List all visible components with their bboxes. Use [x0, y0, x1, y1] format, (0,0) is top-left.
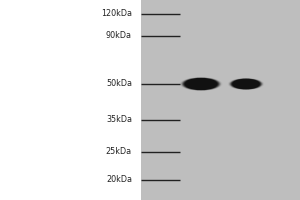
Ellipse shape	[229, 78, 263, 90]
Ellipse shape	[235, 81, 247, 85]
Ellipse shape	[182, 78, 220, 90]
Ellipse shape	[233, 79, 259, 89]
Text: 25kDa: 25kDa	[106, 148, 132, 156]
Ellipse shape	[186, 80, 201, 85]
Ellipse shape	[181, 77, 221, 91]
Ellipse shape	[185, 78, 217, 90]
Text: 120kDa: 120kDa	[101, 9, 132, 19]
Ellipse shape	[185, 78, 217, 90]
Ellipse shape	[184, 78, 218, 90]
Ellipse shape	[232, 79, 260, 89]
Ellipse shape	[182, 78, 220, 90]
Ellipse shape	[183, 78, 219, 90]
Ellipse shape	[229, 78, 263, 90]
Text: 50kDa: 50kDa	[106, 79, 132, 88]
Ellipse shape	[232, 79, 260, 89]
Text: 35kDa: 35kDa	[106, 116, 132, 124]
Ellipse shape	[186, 78, 216, 90]
Bar	[141, 0, 300, 200]
Ellipse shape	[230, 78, 262, 90]
Text: 20kDa: 20kDa	[106, 176, 132, 184]
Ellipse shape	[180, 77, 222, 91]
Bar	[0, 0, 141, 200]
Ellipse shape	[231, 79, 261, 89]
Ellipse shape	[231, 79, 261, 89]
Ellipse shape	[233, 79, 259, 89]
Text: 90kDa: 90kDa	[106, 31, 132, 40]
Ellipse shape	[184, 78, 218, 90]
Ellipse shape	[230, 78, 262, 90]
